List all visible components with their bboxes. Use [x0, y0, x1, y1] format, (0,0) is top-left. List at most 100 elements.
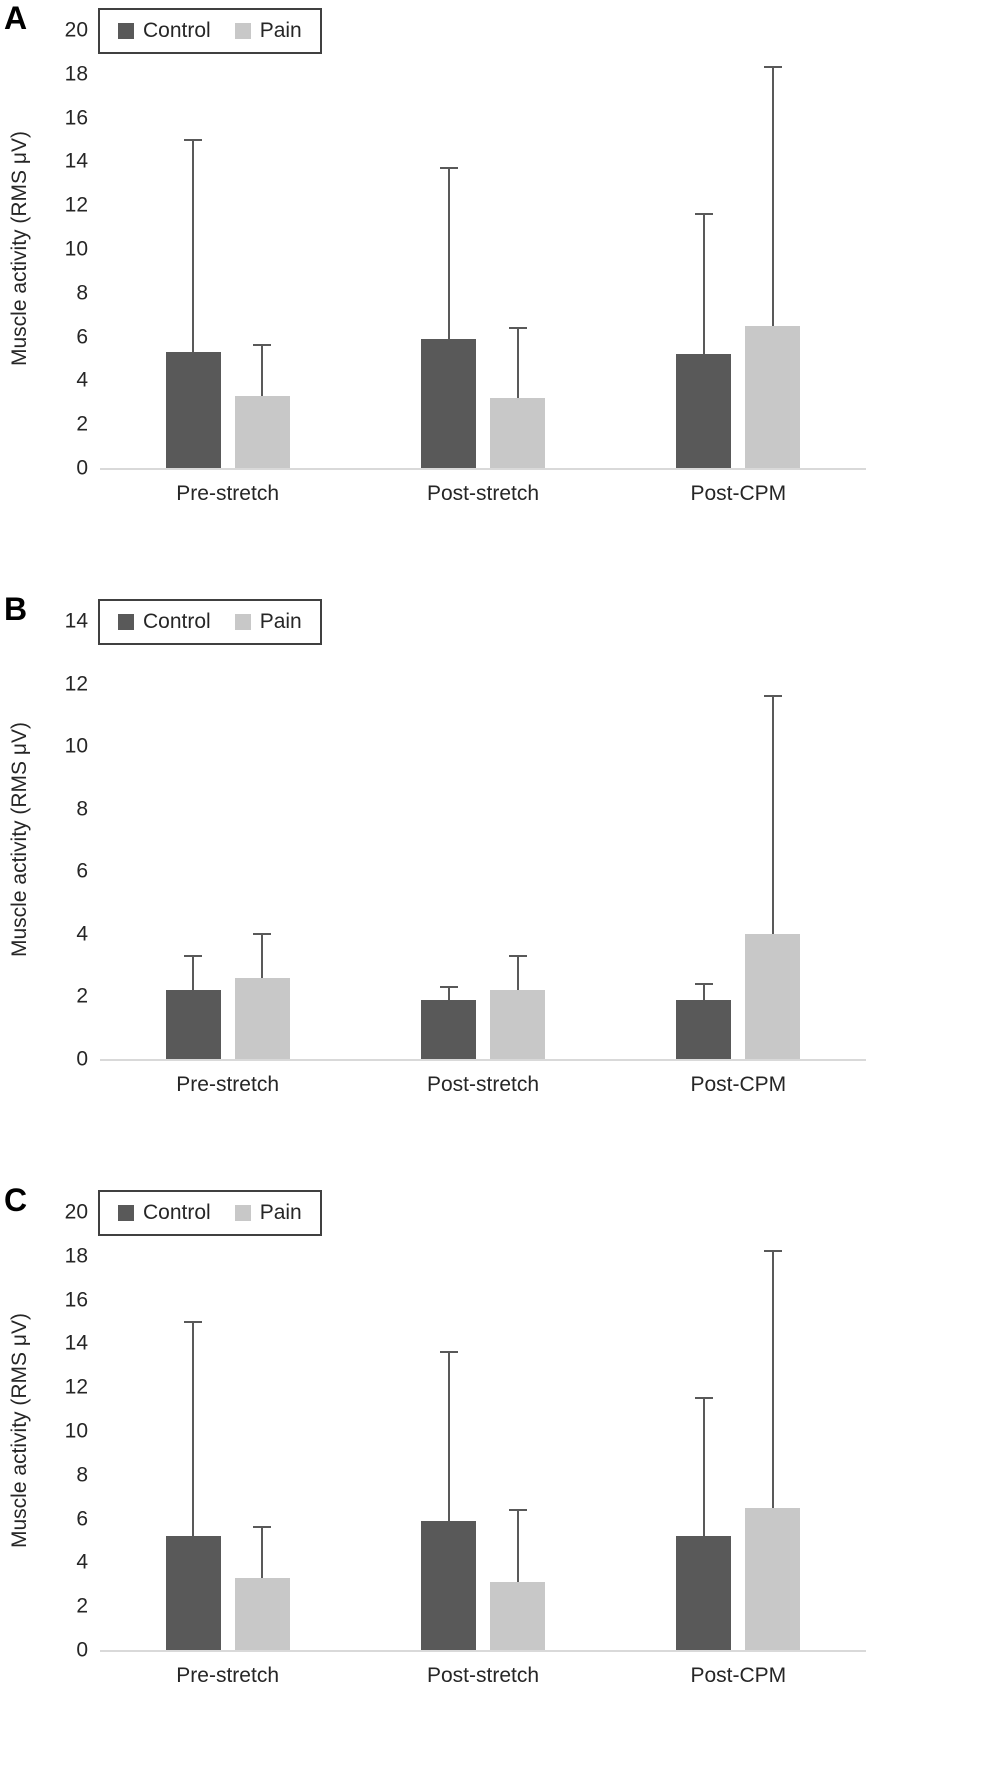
y-tick-label: 4 [76, 1550, 88, 1574]
x-category-label: Post-stretch [426, 1073, 540, 1096]
error-bar-cap [694, 212, 713, 215]
y-tick-label: 8 [76, 281, 88, 305]
error-bar-pain-post-cpm [763, 695, 782, 934]
error-bar-cap [253, 932, 272, 935]
bar-control-post-stretch [421, 999, 476, 1059]
error-bar-pain-pre-stretch [253, 344, 272, 396]
bar-pain-pre-stretch [234, 1577, 290, 1650]
y-tick-label: 0 [76, 456, 88, 480]
y-tick-label: 14 [64, 609, 88, 633]
x-category-label: Post-stretch [426, 1664, 540, 1687]
error-bar-pain-post-stretch [508, 1508, 527, 1583]
y-tick-label: 8 [76, 797, 88, 821]
error-bar-control-post-stretch [439, 166, 458, 339]
error-bar-control-post-cpm [694, 1397, 713, 1537]
plot-area: 0 2 4 6 8 10 12 14 16 18 20 Pre-stretch Post-stretch… [65, 20, 866, 505]
legend-label: Control [143, 1201, 211, 1224]
error-bar-control-post-stretch [439, 1351, 458, 1521]
legend-swatch-control [118, 23, 134, 39]
y-tick-label: 6 [76, 325, 88, 349]
error-bar-cap [694, 1397, 713, 1400]
legend-entry-pain: Pain [234, 1201, 302, 1225]
error-bar-cap [763, 695, 782, 698]
legend-entry-control: Control [118, 610, 211, 634]
y-tick-label: 10 [64, 1419, 88, 1443]
x-category-label: Pre-stretch [176, 1664, 280, 1687]
error-bar-cap [508, 954, 527, 957]
legend-swatch-control [118, 1205, 134, 1221]
y-tick-label: 4 [76, 368, 88, 392]
error-bar-cap [253, 344, 272, 347]
error-bar-cap [763, 1250, 782, 1253]
y-tick-label: 6 [76, 859, 88, 883]
bar-pain-post-stretch [490, 1582, 545, 1650]
error-bar-cap [184, 1320, 203, 1323]
error-bar-cap [439, 986, 458, 989]
bar-pain-pre-stretch [234, 395, 290, 468]
panel-label: C [4, 1182, 28, 1218]
chart-panel-b: B Muscle activity (RMS μV) Control Pain 0… [0, 591, 981, 1182]
plot-area: 0 2 4 6 8 10 12 14 Pre-stretch Post-stretch Post-C… [65, 611, 866, 1096]
bar-pain-post-stretch [490, 397, 545, 468]
error-bar-cap [184, 954, 203, 957]
plot-area: 0 2 4 6 8 10 12 14 16 18 20 Pre-stretch Post-stretch… [65, 1202, 866, 1687]
bar-control-post-cpm [676, 999, 732, 1059]
bar-control-post-cpm [676, 354, 732, 468]
x-category-label: Post-CPM [690, 1664, 787, 1687]
bar-pain-post-stretch [490, 990, 545, 1059]
legend-label: Pain [259, 19, 302, 42]
y-tick-label: 20 [64, 18, 88, 42]
panel-label: A [4, 0, 28, 36]
legend-swatch-control [118, 614, 134, 630]
error-bar-control-pre-stretch [184, 138, 203, 352]
error-bar-pain-post-stretch [508, 954, 527, 991]
y-tick-label: 16 [64, 1288, 88, 1312]
y-tick-label: 12 [64, 672, 88, 696]
y-axis-label: Muscle activity (RMS μV) [8, 1313, 31, 1549]
y-tick-label: 12 [64, 1375, 88, 1399]
error-bar-control-pre-stretch [184, 954, 203, 991]
error-bar-pain-post-cpm [763, 1250, 782, 1508]
error-bar-pain-post-stretch [508, 326, 527, 398]
bar-pain-post-cpm [745, 1507, 801, 1650]
y-tick-label: 0 [76, 1047, 88, 1071]
error-bar-control-post-stretch [439, 986, 458, 1000]
bar-control-post-cpm [676, 1536, 732, 1650]
bar-control-pre-stretch [165, 990, 221, 1059]
error-bar-cap [439, 1351, 458, 1354]
chart-panel-c: C Muscle activity (RMS μV) Control Pain 0… [0, 1182, 981, 1773]
legend: Control Pain [98, 1190, 322, 1236]
panel-label: B [4, 591, 28, 627]
y-tick-label: 10 [64, 237, 88, 261]
legend-swatch-pain [234, 23, 251, 39]
x-category-label: Post-CPM [690, 482, 787, 505]
bar-control-pre-stretch [165, 1536, 221, 1650]
legend-entry-pain: Pain [234, 610, 302, 634]
error-bar-cap [439, 166, 458, 169]
y-axis-label: Muscle activity (RMS μV) [8, 131, 31, 367]
y-tick-label: 6 [76, 1507, 88, 1531]
x-category-label: Pre-stretch [176, 482, 280, 505]
error-bar-control-post-cpm [694, 212, 713, 355]
bar-control-post-stretch [421, 338, 476, 468]
error-bar-cap [253, 1526, 272, 1529]
legend-label: Pain [259, 610, 302, 633]
legend: Control Pain [98, 8, 322, 54]
legend-swatch-pain [234, 614, 251, 630]
bar-pain-post-cpm [745, 325, 801, 468]
x-category-label: Pre-stretch [176, 1073, 280, 1096]
legend: Control Pain [98, 599, 322, 645]
y-tick-label: 2 [76, 984, 88, 1008]
legend-entry-control: Control [118, 19, 211, 43]
y-tick-label: 10 [64, 734, 88, 758]
legend-entry-control: Control [118, 1201, 211, 1225]
error-bar-cap [184, 138, 203, 141]
error-bar-pain-pre-stretch [253, 1526, 272, 1578]
error-bar-control-pre-stretch [184, 1320, 203, 1537]
y-tick-label: 20 [64, 1200, 88, 1224]
y-tick-label: 14 [64, 1331, 88, 1355]
legend-label: Pain [259, 1201, 302, 1224]
y-axis-label: Muscle activity (RMS μV) [8, 722, 31, 958]
bar-control-post-stretch [421, 1520, 476, 1650]
